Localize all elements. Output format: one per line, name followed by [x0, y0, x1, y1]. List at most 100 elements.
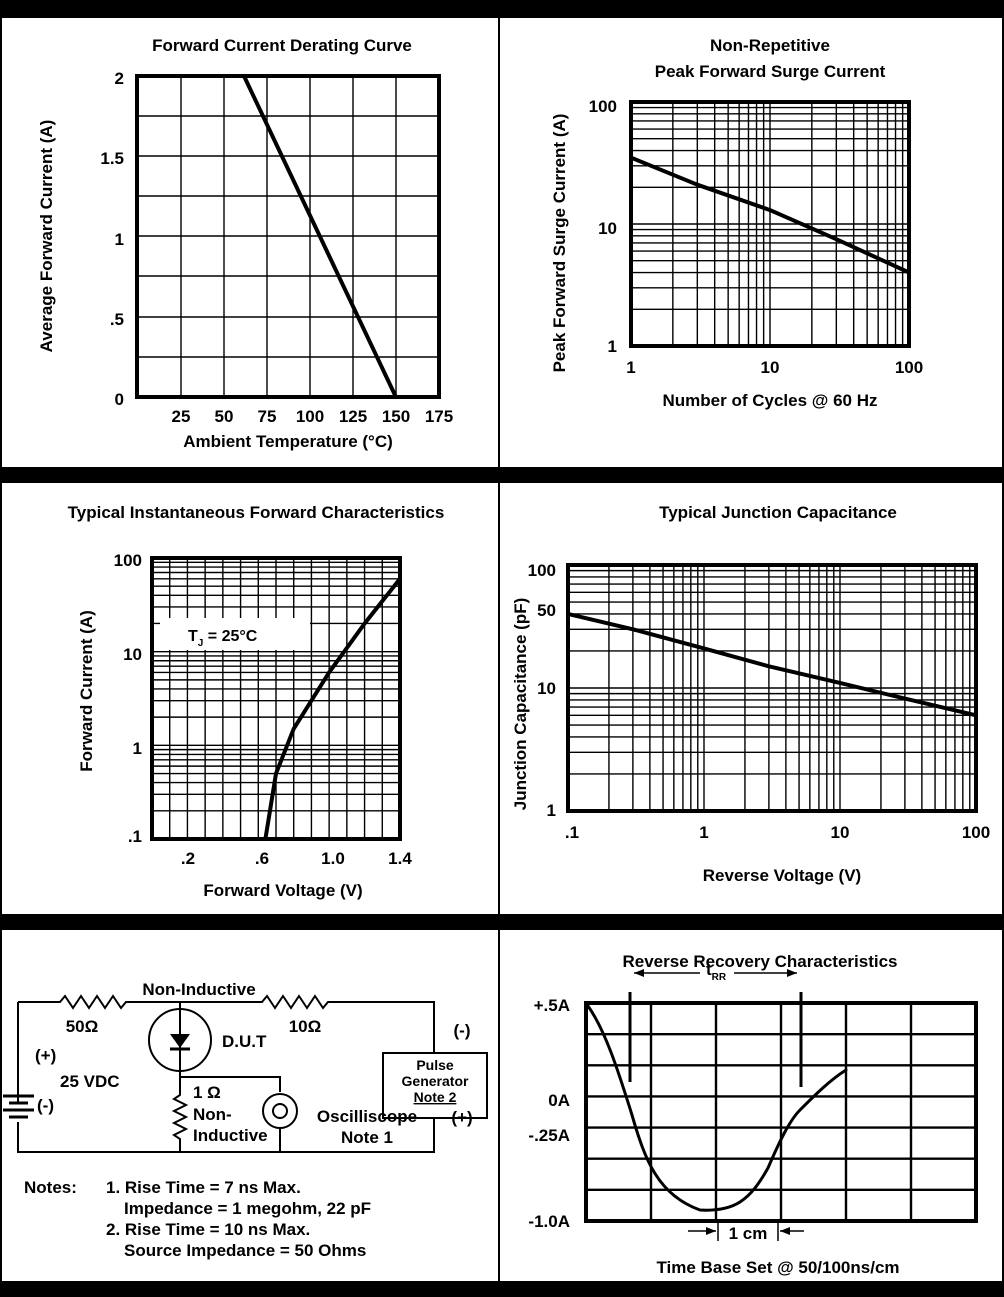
chart-grid [152, 557, 400, 839]
plot-frame [150, 556, 402, 841]
y-axis-label: Forward Current (A) [77, 610, 96, 772]
x-tick-label: 25 [172, 407, 191, 426]
pulse-minus-label: (-) [454, 1021, 471, 1040]
x-axis-label: Number of Cycles @ 60 Hz [663, 391, 878, 410]
scale-arrow [688, 1221, 804, 1241]
scale-label: 1 cm [729, 1224, 768, 1243]
plot-frame [584, 1001, 978, 1223]
shunt-value-label: 1 Ω [193, 1083, 221, 1102]
left-edge [0, 0, 2, 1297]
chart-reverse-recovery: Reverse Recovery Characteristics tRR 1 c… [528, 952, 978, 1277]
plot-frame [566, 563, 978, 813]
x-axis-label: Time Base Set @ 50/100ns/cm [656, 1258, 899, 1277]
y-tick-label: 0A [548, 1091, 570, 1110]
x-tick-label: .2 [181, 849, 195, 868]
trr-label: tRR [706, 960, 727, 983]
scope-probe-wire [180, 1076, 281, 1092]
pulse-label-2: Generator [402, 1073, 469, 1089]
x-tick-label: 100 [895, 358, 923, 377]
r1-label: 50Ω [66, 1017, 99, 1036]
bottom-wire [17, 1118, 435, 1153]
y-tick-label: .1 [128, 827, 142, 846]
x-tick-label: 1 [699, 823, 708, 842]
x-tick-label: 150 [382, 407, 410, 426]
trr-arrow [634, 969, 797, 977]
notes-label: Notes: [24, 1178, 77, 1197]
x-axis-label: Ambient Temperature (°C) [183, 432, 393, 451]
y-tick-label: 100 [114, 551, 142, 570]
note-2-line-2: Source Impedance = 50 Ohms [124, 1241, 366, 1260]
annotation-base: T [188, 628, 198, 645]
shunt-sub-label-2: Inductive [193, 1126, 268, 1145]
shunt-resistor [171, 1077, 189, 1152]
annotation-sub: J [198, 638, 204, 649]
junction-temp-annotation: TJ = 25°C [188, 628, 258, 649]
x-tick-label: 100 [296, 407, 324, 426]
y-axis-label: Average Forward Current (A) [37, 120, 56, 353]
y-tick-label: 1 [133, 739, 142, 758]
oscilloscope-icon [262, 1093, 298, 1129]
y-tick-label: 100 [589, 97, 617, 116]
y-tick-label: 1 [608, 337, 617, 356]
x-tick-label: 1.0 [321, 849, 345, 868]
test-circuit-diagram: Non-Inductive 50Ω 10Ω D.U.T (+) 25 VDC (… [3, 980, 488, 1260]
chart-grid [137, 76, 439, 397]
y-tick-label: 50 [537, 601, 556, 620]
trr-sub: RR [712, 972, 727, 983]
pulse-plus-label: (+) [451, 1108, 472, 1127]
battery-minus-label: (-) [37, 1096, 54, 1115]
y-tick-label: 10 [537, 679, 556, 698]
x-tick-label: 1 [626, 358, 635, 377]
chart-title-line-2: Peak Forward Surge Current [655, 62, 886, 81]
y-tick-label: 1 [547, 801, 556, 820]
battery-icon [3, 1094, 34, 1119]
chart-grid [586, 1003, 976, 1221]
chart-junction-capacitance: Typical Junction Capacitance 100 50 10 1… [511, 503, 990, 885]
x-tick-label: 125 [339, 407, 367, 426]
y-tick-label: .5 [110, 310, 124, 329]
y-tick-label: 1 [115, 230, 124, 249]
dut-label: D.U.T [222, 1032, 267, 1051]
note-1-line-1: 1. Rise Time = 7 ns Max. [106, 1178, 301, 1197]
chart-forward-characteristics: Typical Instantaneous Forward Characteri… [68, 503, 445, 900]
x-tick-label: 10 [831, 823, 850, 842]
right-edge [1002, 0, 1004, 1297]
x-tick-label: 100 [962, 823, 990, 842]
y-tick-label: 10 [598, 219, 617, 238]
y-tick-label: 2 [115, 69, 124, 88]
chart-forward-derating: Forward Current Derating Curve 2 1.5 1 .… [37, 36, 453, 451]
battery-plus-label: (+) [35, 1046, 56, 1065]
capacitance-curve [566, 611, 978, 718]
chart-surge-current: Non-Repetitive Peak Forward Surge Curren… [550, 36, 923, 410]
x-tick-label: 175 [425, 407, 453, 426]
x-axis-label: Reverse Voltage (V) [703, 866, 861, 885]
y-tick-label: +.5A [534, 996, 570, 1015]
trr-base: t [706, 960, 712, 979]
chart-title-line-1: Non-Repetitive [710, 36, 830, 55]
pulse-generator-box [382, 1052, 488, 1119]
bottom-bar [0, 1281, 1004, 1297]
y-axis-label: Junction Capacitance (pF) [511, 598, 530, 811]
recovery-waveform [586, 1004, 848, 1212]
forward-curve [263, 576, 402, 841]
pulse-label-3: Note 2 [414, 1089, 457, 1105]
divider-bar-1 [0, 467, 1004, 483]
y-tick-label: -1.0A [528, 1212, 570, 1231]
chart-grid [568, 564, 977, 811]
y-tick-label: 1.5 [100, 149, 124, 168]
x-tick-label: 10 [761, 358, 780, 377]
scope-label-2: Note 1 [341, 1128, 393, 1147]
y-tick-label: 10 [123, 645, 142, 664]
plot-frame [629, 100, 911, 348]
scope-label-1: Oscilliscope [317, 1107, 417, 1126]
chart-title: Typical Junction Capacitance [659, 503, 897, 522]
x-tick-label: 75 [258, 407, 277, 426]
chart-title: Reverse Recovery Characteristics [622, 952, 897, 971]
diode-icon [148, 1002, 212, 1077]
source-label: 25 VDC [60, 1072, 120, 1091]
center-divider [498, 18, 500, 1281]
x-tick-label: .1 [565, 823, 579, 842]
y-axis-label: Peak Forward Surge Current (A) [550, 114, 569, 373]
